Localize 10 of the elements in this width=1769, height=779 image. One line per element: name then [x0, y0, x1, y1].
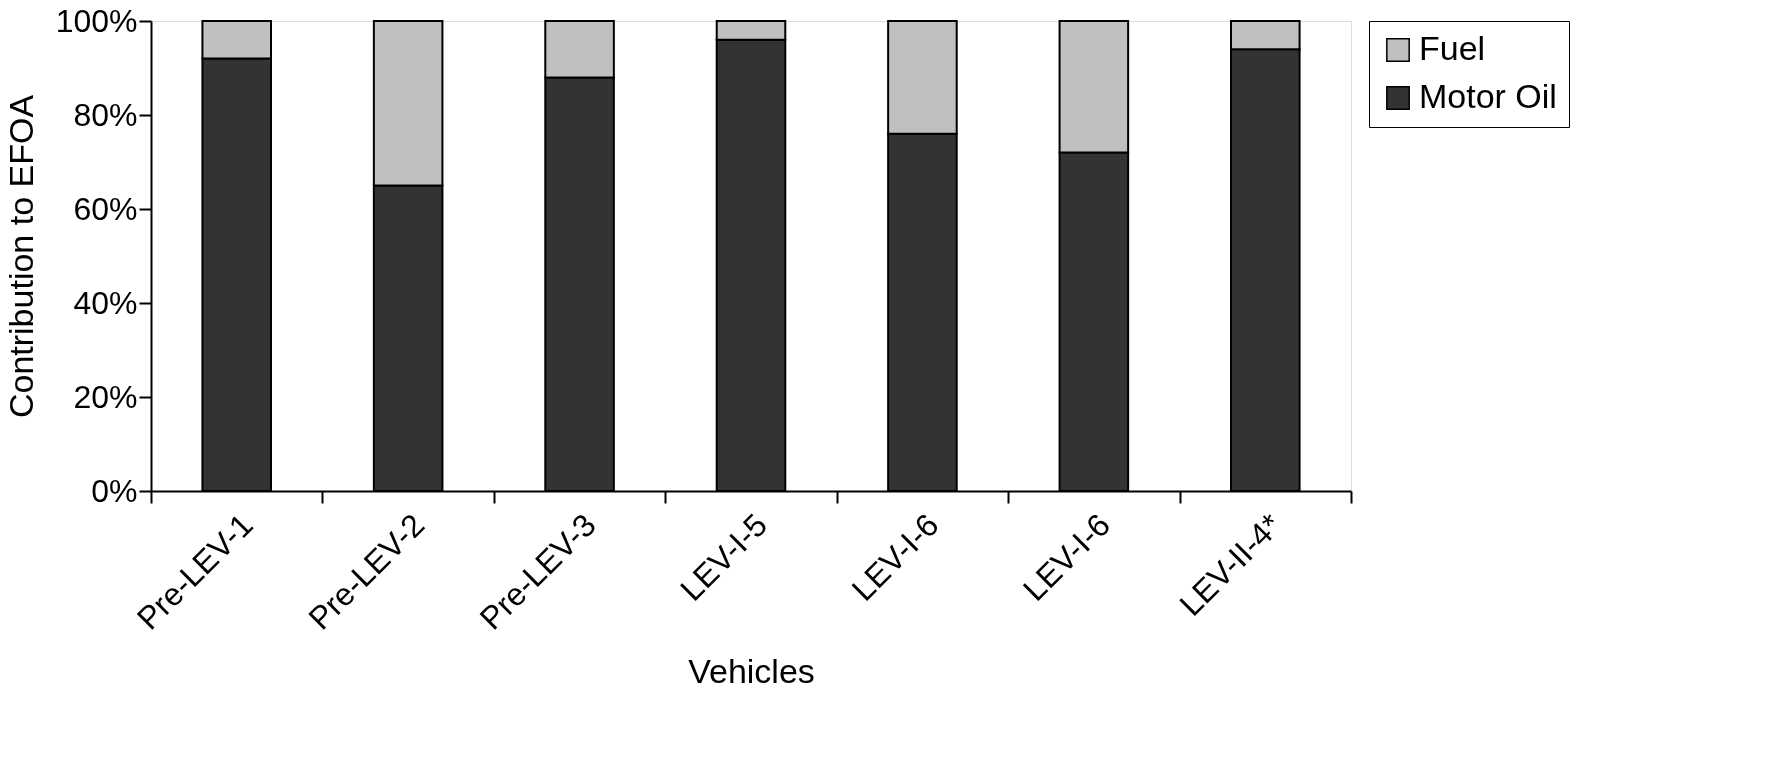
y-axis-title: Contribution to EFOA [1, 94, 40, 419]
y-tick-label: 80% [73, 96, 138, 133]
y-tick-label: 0% [91, 472, 138, 509]
y-tick-label: 20% [73, 378, 138, 415]
y-tick-label: 100% [55, 2, 138, 39]
x-axis-title: Vehicles [688, 651, 815, 690]
legend-label: Fuel [1419, 29, 1486, 67]
legend-label: Motor Oil [1419, 77, 1557, 115]
y-tick-label: 40% [73, 284, 138, 321]
y-tick-label: 60% [73, 190, 138, 227]
